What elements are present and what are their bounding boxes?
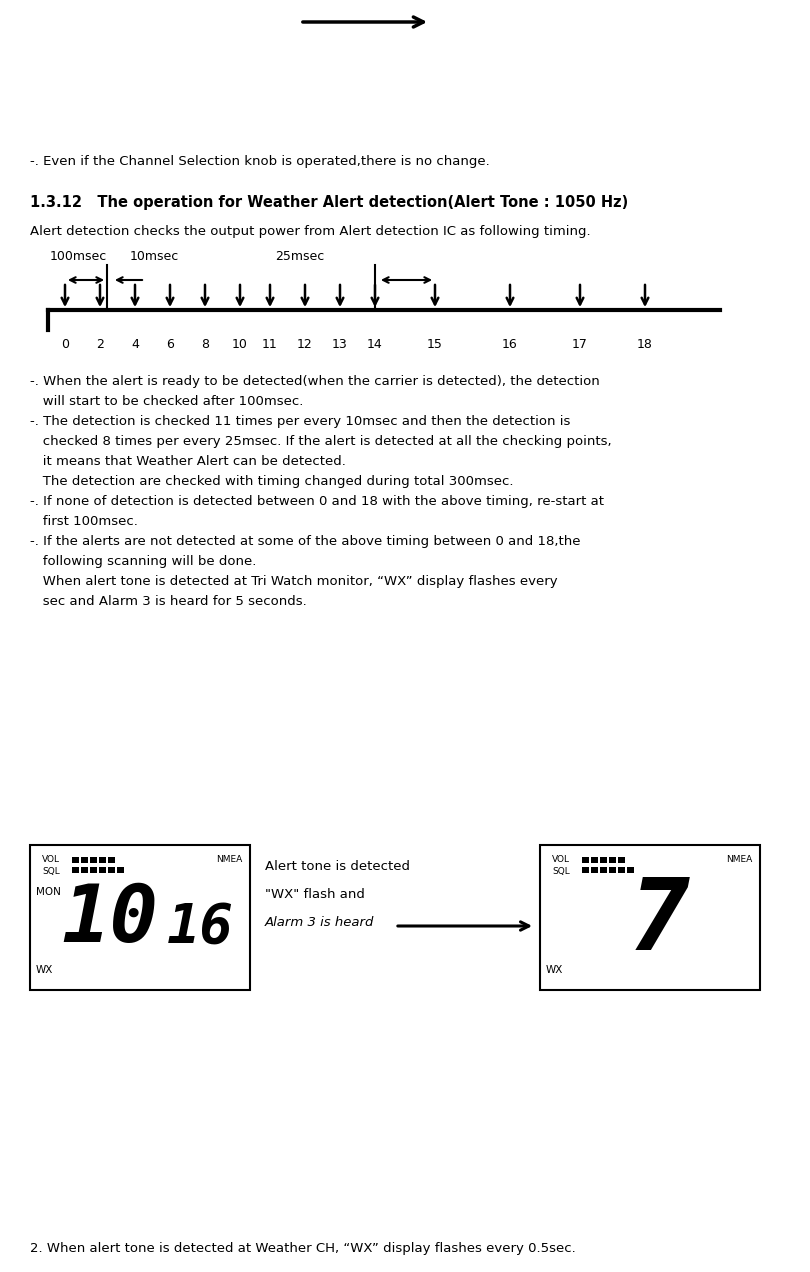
Text: 4: 4 [131,338,139,351]
Text: 100msec: 100msec [50,251,107,263]
Text: 17: 17 [572,338,588,351]
Text: The detection are checked with timing changed during total 300msec.: The detection are checked with timing ch… [30,474,514,488]
Bar [609,857,616,862]
Text: 11: 11 [262,338,278,351]
Text: -. When the alert is ready to be detected(when the carrier is detected), the det: -. When the alert is ready to be detecte… [30,375,599,388]
Text: 14: 14 [367,338,383,351]
Text: VOL: VOL [552,855,570,864]
Bar [582,868,589,873]
Text: 15: 15 [427,338,443,351]
Bar [591,857,598,862]
Text: 6: 6 [166,338,174,351]
Bar [108,857,115,862]
Text: following scanning will be done.: following scanning will be done. [30,555,257,569]
Bar [540,845,760,990]
Text: 10: 10 [62,881,159,959]
Text: 8: 8 [201,338,209,351]
Text: VOL: VOL [42,855,60,864]
Text: 2. When alert tone is detected at Weather CH, “WX” display flashes every 0.5sec.: 2. When alert tone is detected at Weathe… [30,1241,576,1255]
Bar [618,868,625,873]
Bar [582,857,589,862]
Text: -. Even if the Channel Selection knob is operated,there is no change.: -. Even if the Channel Selection knob is… [30,155,490,168]
Bar [81,857,88,862]
Bar [600,868,607,873]
Text: WX: WX [546,965,564,976]
Text: 16: 16 [167,901,233,954]
Text: NMEA: NMEA [726,855,752,864]
Bar [99,857,106,862]
Bar [72,868,79,873]
Bar [591,868,598,873]
Text: 2: 2 [96,338,104,351]
Bar [600,857,607,862]
Text: 1.3.12   The operation for Weather Alert detection(Alert Tone : 1050 Hz): 1.3.12 The operation for Weather Alert d… [30,195,629,210]
Bar [72,857,79,862]
Text: -. If none of detection is detected between 0 and 18 with the above timing, re-s: -. If none of detection is detected betw… [30,495,604,508]
Text: SQL: SQL [42,868,60,876]
Text: 0: 0 [61,338,69,351]
Text: "WX" flash and: "WX" flash and [265,888,364,901]
Text: -. If the alerts are not detected at some of the above timing between 0 and 18,t: -. If the alerts are not detected at som… [30,536,581,548]
Text: sec and Alarm 3 is heard for 5 seconds.: sec and Alarm 3 is heard for 5 seconds. [30,595,307,608]
Bar [117,868,124,873]
Text: 25msec: 25msec [275,251,324,263]
Bar [108,868,115,873]
Bar [99,868,106,873]
Text: 10: 10 [232,338,248,351]
Text: 16: 16 [502,338,518,351]
Text: Alert tone is detected: Alert tone is detected [265,860,410,873]
Text: 13: 13 [332,338,347,351]
Text: 7: 7 [630,875,690,972]
Text: first 100msec.: first 100msec. [30,515,138,528]
Text: MON: MON [36,887,61,897]
Bar [90,868,97,873]
Text: it means that Weather Alert can be detected.: it means that Weather Alert can be detec… [30,455,346,468]
Text: SQL: SQL [552,868,569,876]
Bar [627,868,634,873]
Text: Alert detection checks the output power from Alert detection IC as following tim: Alert detection checks the output power … [30,225,590,238]
Bar [81,868,88,873]
Text: 18: 18 [637,338,653,351]
Bar [30,845,250,990]
Text: 10msec: 10msec [130,251,179,263]
Bar [90,857,97,862]
Text: WX: WX [36,965,53,976]
Text: checked 8 times per every 25msec. If the alert is detected at all the checking p: checked 8 times per every 25msec. If the… [30,435,612,448]
Bar [618,857,625,862]
Text: NMEA: NMEA [215,855,242,864]
Text: 12: 12 [297,338,313,351]
Text: -. The detection is checked 11 times per every 10msec and then the detection is: -. The detection is checked 11 times per… [30,415,570,427]
Text: When alert tone is detected at Tri Watch monitor, “WX” display flashes every: When alert tone is detected at Tri Watch… [30,575,557,588]
Text: Alarm 3 is heard: Alarm 3 is heard [265,916,374,929]
Bar [609,868,616,873]
Text: will start to be checked after 100msec.: will start to be checked after 100msec. [30,396,304,408]
